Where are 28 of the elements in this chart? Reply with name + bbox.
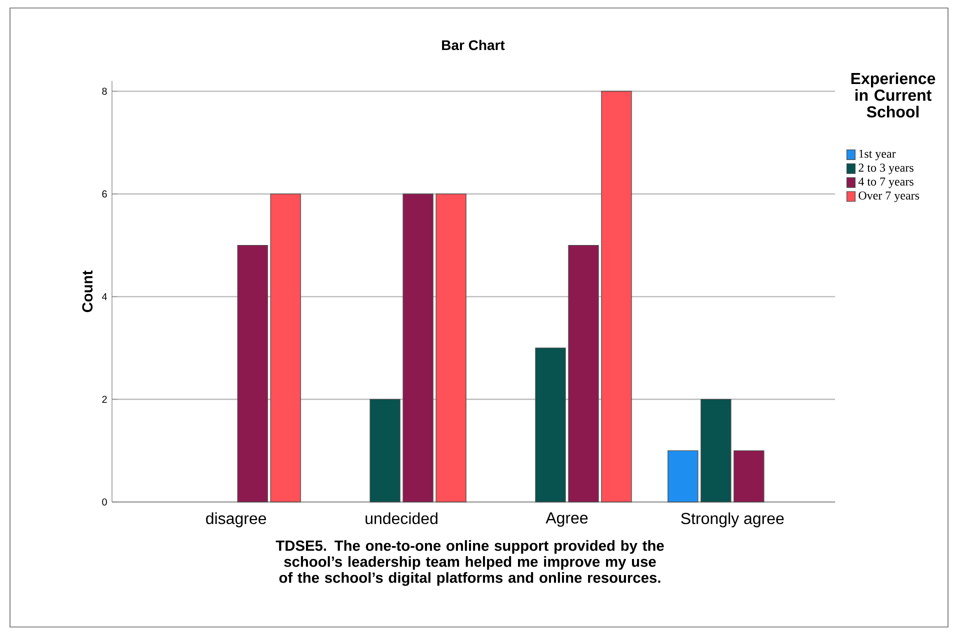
bar [237, 244, 268, 502]
bar [568, 244, 599, 502]
x-tick-label: Strongly agree [681, 512, 784, 528]
legend-title: Experience in Current School [851, 72, 936, 118]
bar [436, 194, 466, 502]
bar [270, 194, 301, 502]
bar [402, 194, 434, 502]
x-tick-label: Agree [546, 512, 588, 527]
bar [370, 398, 400, 502]
legend-label: Over 7 years [858, 192, 920, 202]
x-tick-label: undecided [366, 512, 438, 524]
bar [700, 398, 732, 502]
x-axis-title: TDSE5. The one-to-one online support provided by the school’s leadership team helped me improve my use of the school’s digital platforms and online resources. [276, 540, 664, 586]
y-tick-label: 2 [102, 396, 107, 403]
y-tick-label: 6 [102, 190, 107, 198]
y-tick-label: 8 [102, 88, 107, 95]
legend-label: 1st year [859, 150, 896, 160]
y-tick-label: 4 [102, 293, 107, 300]
bar [668, 450, 698, 502]
y-tick-label: 0 [102, 498, 107, 506]
y-axis-title: Count [82, 270, 93, 312]
legend-label: 2 to 3 years [858, 164, 914, 174]
legend-label: 4 to 7 years [858, 178, 914, 188]
bar [734, 450, 764, 502]
bar [601, 90, 632, 502]
x-tick-label: disagree [206, 512, 266, 528]
bar [535, 348, 566, 502]
chart-title: Bar Chart [442, 40, 505, 50]
